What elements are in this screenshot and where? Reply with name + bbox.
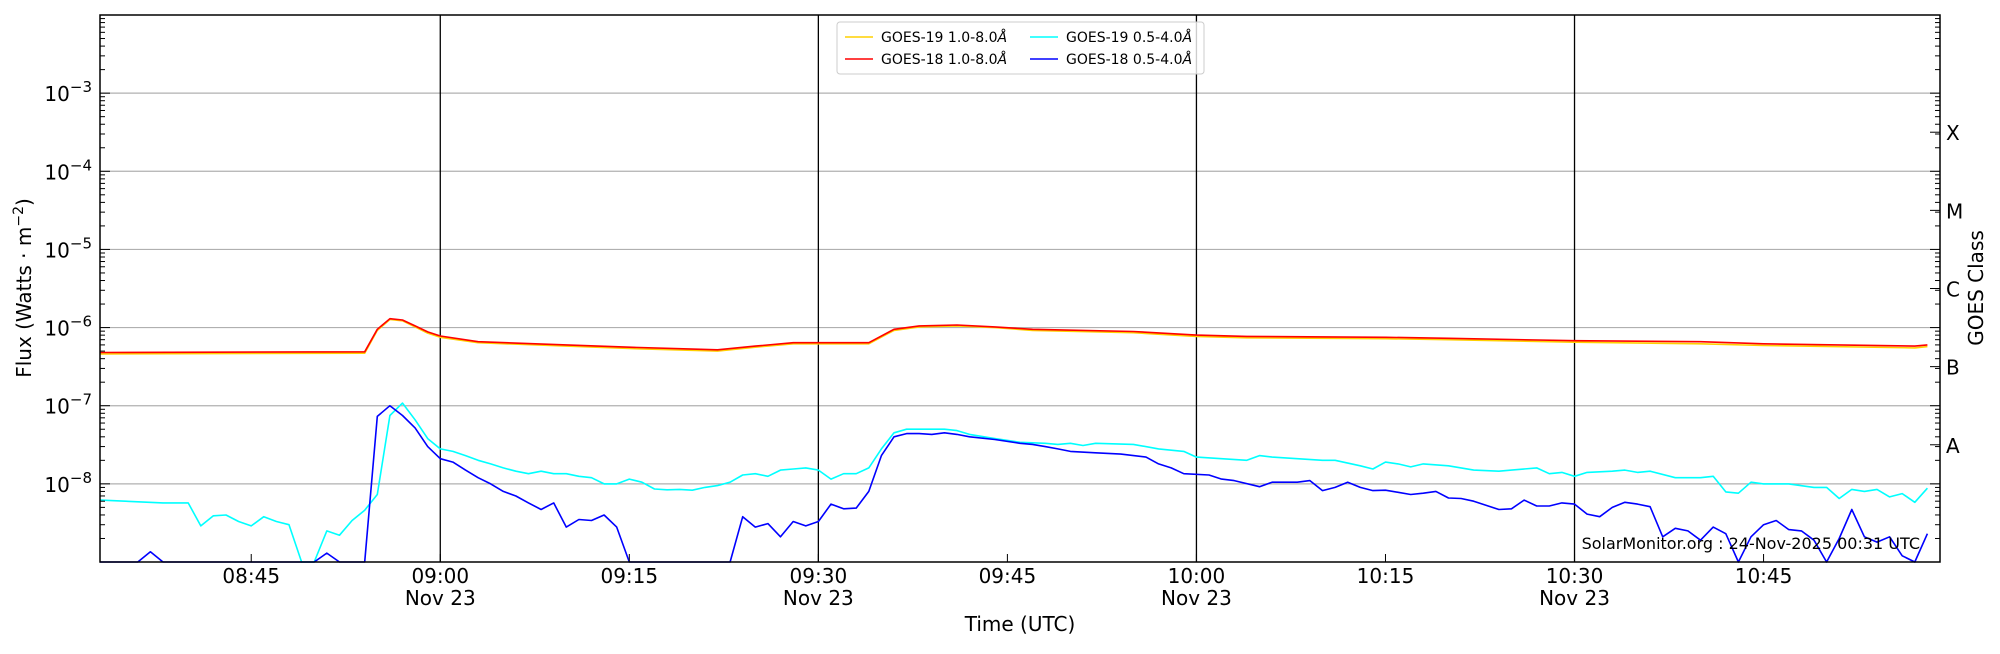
- y-tick-label: 10−8: [44, 469, 92, 497]
- y-tick-base: 10: [44, 473, 69, 497]
- x-tick-label: 09:45: [979, 564, 1037, 588]
- legend-box: [836, 21, 1205, 75]
- series-line-goes-19-1-0-8-0: [99, 318, 1928, 355]
- plot-frame: [99, 14, 1941, 563]
- x-date-label: Nov 23: [405, 586, 476, 610]
- y-axis-label-text: Flux (Watts · m: [12, 227, 36, 378]
- axis-ticks: [100, 18, 1940, 563]
- grid: [100, 92, 1940, 485]
- x-axis-label: Time (UTC): [964, 612, 1076, 636]
- right-axis-label: GOES Class: [1964, 230, 1988, 346]
- y-tick-exp: −8: [70, 469, 92, 487]
- legend-entry: GOES-19 1.0-8.0Å: [881, 29, 1007, 46]
- y-tick-label: 10−7: [44, 391, 92, 419]
- legend-entry: GOES-19 0.5-4.0Å: [1066, 29, 1192, 46]
- y-tick-exp: −3: [70, 78, 92, 96]
- x-tick-label: 10:00: [1168, 564, 1226, 588]
- legend-entry: GOES-18 1.0-8.0Å: [881, 51, 1007, 68]
- legend-label: GOES-18 0.5-4.0: [1066, 52, 1183, 68]
- y-tick-exp: −4: [70, 156, 92, 174]
- legend-unit: Å: [1182, 29, 1193, 46]
- y-tick-label: 10−6: [44, 313, 92, 341]
- date-lines: [439, 15, 1576, 562]
- x-tick-label: 10:30: [1546, 564, 1604, 588]
- legend-label: GOES-19 1.0-8.0: [881, 30, 998, 46]
- x-tick-label: 10:15: [1357, 564, 1415, 588]
- y-tick-label: 10−4: [44, 156, 92, 184]
- watermark: SolarMonitor.org : 24-Nov-2025 00:31 UTC: [1582, 534, 1920, 553]
- goes-class-label: M: [1946, 199, 1963, 223]
- series-line-goes-18-1-0-8-0: [99, 317, 1928, 354]
- legend-label: GOES-19 0.5-4.0: [1066, 30, 1183, 46]
- x-tick-label: 08:45: [222, 564, 280, 588]
- x-date-label: Nov 23: [783, 586, 854, 610]
- series-line-goes-18-0-5-4-0: [100, 404, 1929, 563]
- legend-entry: GOES-18 0.5-4.0Å: [1066, 51, 1192, 68]
- y-tick-base: 10: [44, 238, 69, 262]
- legend-label: GOES-18 1.0-8.0: [881, 52, 998, 68]
- x-date-label: Nov 23: [1161, 586, 1232, 610]
- goes-class-label: A: [1946, 434, 1960, 458]
- y-axis-label-exp: −2: [11, 206, 27, 227]
- y-tick-base: 10: [44, 395, 69, 419]
- x-date-label: Nov 23: [1539, 586, 1610, 610]
- goes-class-label: C: [1946, 278, 1960, 302]
- y-tick-exp: −7: [70, 391, 92, 409]
- legend-unit: Å: [997, 29, 1008, 46]
- y-tick-exp: −5: [70, 234, 92, 252]
- y-tick-base: 10: [44, 82, 69, 106]
- legend-unit: Å: [997, 51, 1008, 68]
- y-tick-base: 10: [44, 160, 69, 184]
- y-tick-label: 10−3: [44, 78, 92, 106]
- legend-unit: Å: [1182, 51, 1193, 68]
- y-axis-label: Flux (Watts · m−2): [11, 198, 36, 378]
- y-tick-base: 10: [44, 317, 69, 341]
- y-tick-exp: −6: [70, 313, 92, 331]
- series-line-goes-19-0-5-4-0: [99, 402, 1928, 563]
- goes-class-label: X: [1946, 121, 1960, 145]
- x-tick-label: 09:30: [790, 564, 848, 588]
- x-tick-label: 10:45: [1735, 564, 1793, 588]
- goes-class-label: B: [1946, 356, 1960, 380]
- y-axis-label-close: ): [12, 198, 36, 206]
- y-tick-label: 10−5: [44, 234, 92, 262]
- x-tick-label: 09:00: [411, 564, 469, 588]
- x-tick-label: 09:15: [600, 564, 658, 588]
- series-lines: [99, 317, 1929, 563]
